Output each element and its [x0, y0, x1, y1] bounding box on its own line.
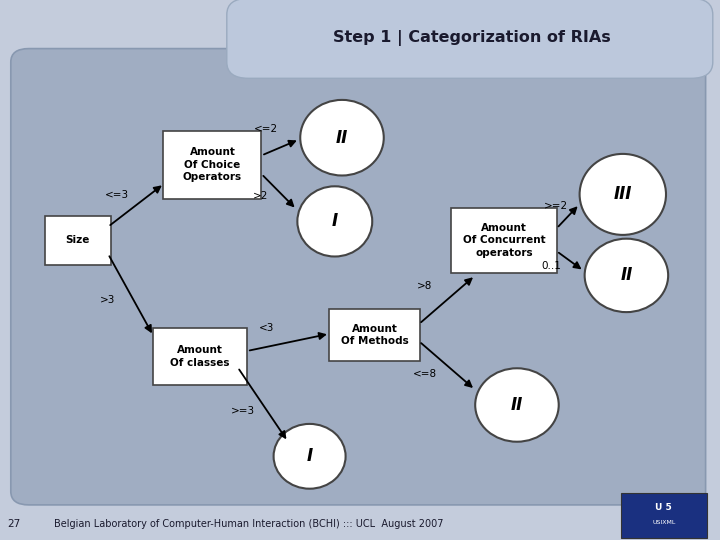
- Text: <=3: <=3: [105, 191, 130, 200]
- Text: >8: >8: [417, 281, 433, 291]
- Text: Step 1 | Categorization of RIAs: Step 1 | Categorization of RIAs: [333, 30, 611, 46]
- Text: USIXML: USIXML: [652, 520, 675, 525]
- Text: II: II: [620, 266, 633, 285]
- Ellipse shape: [580, 154, 666, 235]
- Text: I: I: [332, 212, 338, 231]
- Text: III: III: [613, 185, 632, 204]
- Ellipse shape: [475, 368, 559, 442]
- Ellipse shape: [300, 100, 384, 176]
- FancyBboxPatch shape: [227, 0, 713, 78]
- FancyBboxPatch shape: [153, 328, 248, 385]
- Text: Size: Size: [66, 235, 90, 245]
- Text: >2: >2: [253, 191, 269, 201]
- Text: >3: >3: [100, 295, 116, 305]
- FancyBboxPatch shape: [451, 207, 557, 273]
- Text: Amount
Of Methods: Amount Of Methods: [341, 323, 408, 346]
- FancyBboxPatch shape: [45, 215, 111, 265]
- Text: Amount
Of classes: Amount Of classes: [171, 345, 230, 368]
- Text: 27: 27: [7, 519, 20, 529]
- FancyBboxPatch shape: [11, 49, 706, 505]
- Text: II: II: [336, 129, 348, 147]
- Text: <3: <3: [258, 323, 274, 333]
- Text: I: I: [307, 447, 312, 465]
- Ellipse shape: [585, 239, 668, 312]
- FancyBboxPatch shape: [329, 309, 420, 361]
- Text: >=2: >=2: [544, 201, 568, 211]
- Ellipse shape: [274, 424, 346, 489]
- Text: II: II: [510, 396, 523, 414]
- Text: <=8: <=8: [413, 369, 437, 379]
- Ellipse shape: [297, 186, 372, 256]
- Text: Belgian Laboratory of Computer-Human Interaction (BCHI) ::: UCL  August 2007: Belgian Laboratory of Computer-Human Int…: [54, 519, 444, 529]
- Text: >=3: >=3: [231, 407, 256, 416]
- Text: U 5: U 5: [655, 503, 672, 512]
- FancyBboxPatch shape: [621, 493, 707, 538]
- Text: Amount
Of Concurrent
operators: Amount Of Concurrent operators: [463, 223, 545, 258]
- Text: <=2: <=2: [254, 124, 279, 133]
- Text: 0..1: 0..1: [541, 261, 562, 271]
- FancyBboxPatch shape: [163, 131, 261, 199]
- Text: Amount
Of Choice
Operators: Amount Of Choice Operators: [183, 147, 242, 182]
